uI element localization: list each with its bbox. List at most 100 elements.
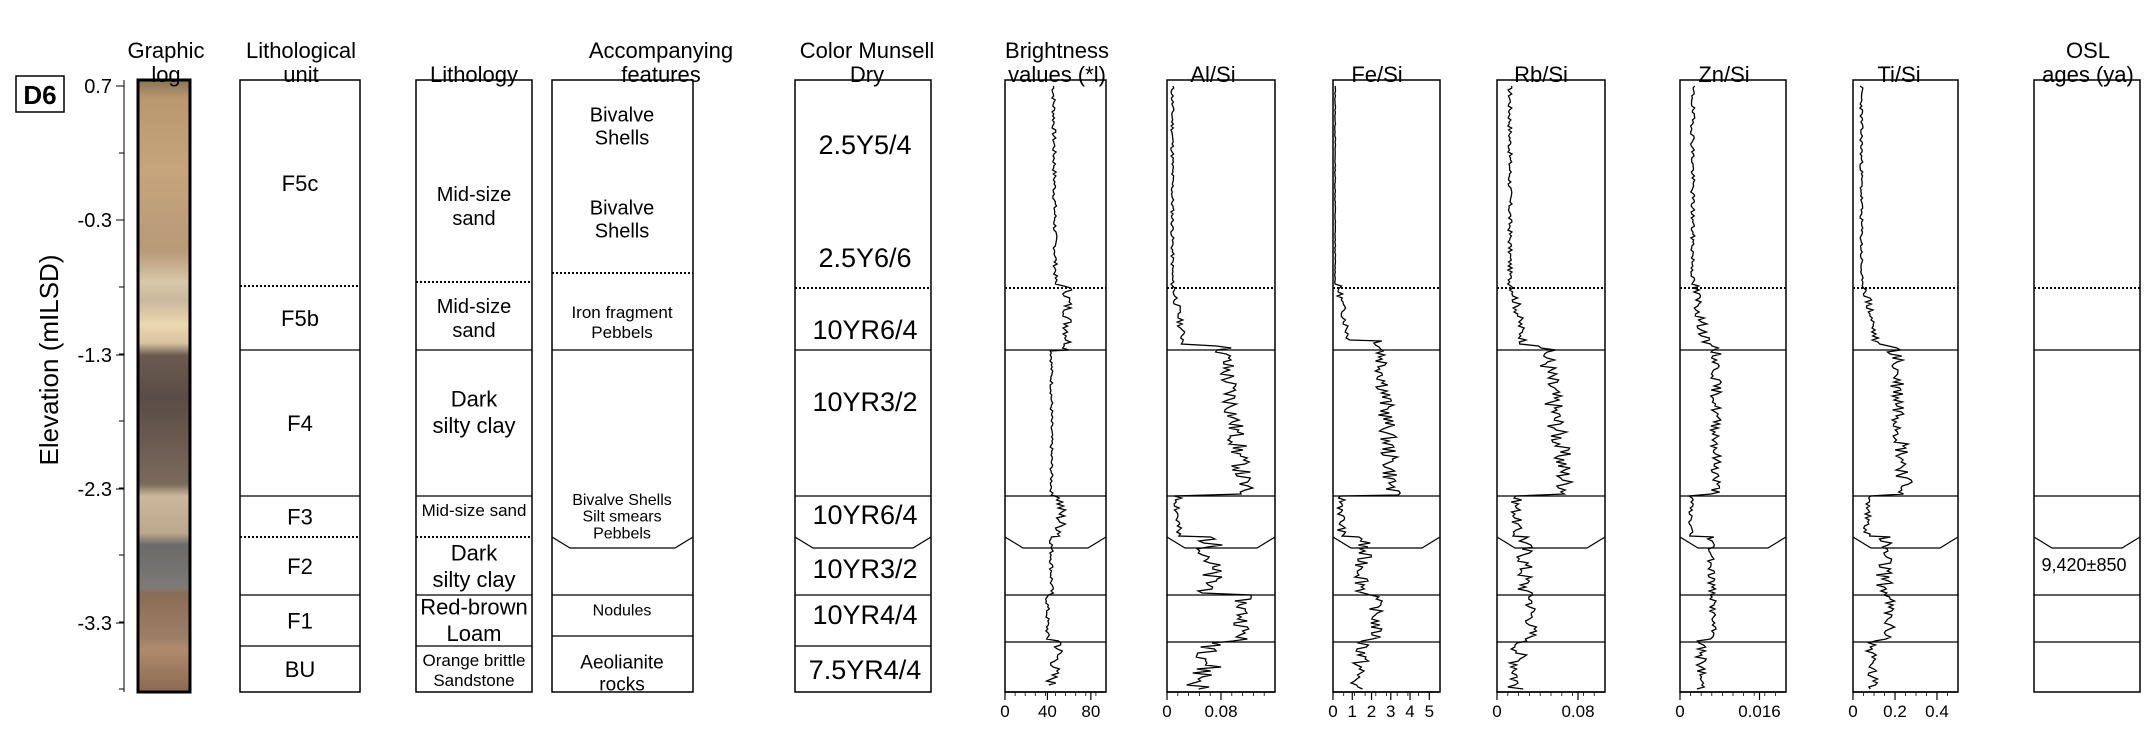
lithology-text: sand xyxy=(452,208,495,230)
munsell-code: 2.5Y6/6 xyxy=(818,243,911,273)
feature-text: Iron fragment xyxy=(571,303,672,322)
x-axis-tick-label: 4 xyxy=(1405,702,1414,721)
feature-text: Pebbels xyxy=(593,525,651,542)
curve-zn xyxy=(1687,85,1724,690)
munsell-code: 10YR6/4 xyxy=(812,500,917,530)
munsell-code: 10YR6/4 xyxy=(812,315,917,345)
unit-label: F4 xyxy=(287,411,313,436)
transition-notch xyxy=(2033,536,2141,549)
feature-text: Aeolianite xyxy=(580,653,663,674)
lithology-text: Mid-size sand xyxy=(422,501,527,520)
x-axis-tick-label: 0.08 xyxy=(1204,702,1237,721)
core-label: D6 xyxy=(23,80,56,110)
column-box-mun xyxy=(794,79,932,693)
unit-label: F2 xyxy=(287,554,313,579)
column-header-brightness: values (*l) xyxy=(1008,62,1106,87)
column-header-brightness: Brightness xyxy=(1005,38,1109,63)
feature-text: Bivalve xyxy=(590,105,654,127)
column-header-ti-si: Ti/Si xyxy=(1877,62,1920,87)
transition-notch xyxy=(1852,536,1959,549)
transition-notch xyxy=(1496,536,1606,549)
feature-text: rocks xyxy=(599,675,644,696)
munsell-code: 7.5YR4/4 xyxy=(809,655,922,685)
feature-text: Bivalve xyxy=(590,198,654,220)
feature-text: Bivalve Shells xyxy=(572,492,672,509)
elevation-tick-label: -3.3 xyxy=(78,613,112,635)
lithology-text: Red-brown xyxy=(420,595,528,620)
x-axis-tick-label: 0.4 xyxy=(1925,702,1949,721)
column-header-osl: ages (ya) xyxy=(2042,62,2134,87)
lithology-text: Orange brittle xyxy=(423,651,526,670)
lithology-text: Loam xyxy=(446,621,501,646)
lithology-text: Dark xyxy=(451,541,498,566)
column-box-al xyxy=(1166,79,1276,693)
x-axis-tick-label: 1 xyxy=(1348,702,1357,721)
elevation-tick-label: -0.3 xyxy=(78,210,112,232)
x-axis-tick-label: 0.08 xyxy=(1561,702,1594,721)
transition-notch xyxy=(1166,536,1276,549)
x-axis-tick-label: 0 xyxy=(1162,702,1171,721)
lithology-text: silty clay xyxy=(432,413,515,438)
column-header-features: features xyxy=(621,62,701,87)
unit-label: F3 xyxy=(287,505,313,530)
lithology-text: sand xyxy=(452,320,495,342)
x-axis-tick-label: 3 xyxy=(1386,702,1395,721)
elevation-axis-label: Elevation (mILSD) xyxy=(34,255,64,466)
lithology-text: silty clay xyxy=(432,567,515,592)
feature-text: Nodules xyxy=(593,603,652,620)
transition-notch xyxy=(1004,536,1107,549)
column-box-fe xyxy=(1332,79,1441,693)
x-axis-tick-label: 0 xyxy=(1328,702,1337,721)
column-box-lith xyxy=(415,79,533,693)
lithology-text: Mid-size xyxy=(437,296,511,318)
column-header-features: Accompanying xyxy=(589,38,733,63)
core-photo xyxy=(136,78,192,694)
lithology-text: Dark xyxy=(451,387,498,412)
munsell-code: 10YR4/4 xyxy=(812,600,917,630)
munsell-code: 10YR3/2 xyxy=(812,387,917,417)
column-header-graphic-log: Graphic xyxy=(127,38,204,63)
x-axis-tick-label: 0 xyxy=(1675,702,1684,721)
x-axis-tick-label: 0 xyxy=(1492,702,1501,721)
transition-notch xyxy=(794,536,932,549)
feature-text: Shells xyxy=(595,221,649,243)
unit-label: BU xyxy=(285,657,316,682)
column-box-ti xyxy=(1852,79,1959,693)
column-header-osl: OSL xyxy=(2066,38,2110,63)
column-header-lith-unit: unit xyxy=(283,62,318,87)
elevation-tick-label: 0.7 xyxy=(84,76,112,98)
x-axis-tick-label: 0 xyxy=(1000,702,1009,721)
column-header-rb-si: Rb/Si xyxy=(1514,62,1568,87)
lithology-text: Mid-size xyxy=(437,184,511,206)
x-axis-tick-label: 0 xyxy=(1848,702,1857,721)
x-axis-tick-label: 0.2 xyxy=(1883,702,1907,721)
column-box-osl xyxy=(2033,79,2141,693)
column-box-feat xyxy=(551,79,694,693)
column-header-lith-unit: Lithological xyxy=(246,38,356,63)
column-header-zn-si: Zn/Si xyxy=(1698,62,1749,87)
column-header-al-si: Al/Si xyxy=(1190,62,1235,87)
munsell-code: 2.5Y5/4 xyxy=(818,130,911,160)
transition-notch xyxy=(551,536,694,549)
transition-notch xyxy=(1332,536,1441,549)
curve-ti xyxy=(1858,85,1913,690)
curve-al xyxy=(1169,85,1255,690)
x-axis-tick-label: 40 xyxy=(1038,702,1057,721)
column-header-lithology: Lithology xyxy=(430,62,518,87)
column-header-munsell: Dry xyxy=(850,62,884,87)
unit-label: F1 xyxy=(287,609,313,634)
unit-label: F5b xyxy=(281,306,319,331)
x-axis-tick-label: 0.016 xyxy=(1738,702,1781,721)
elevation-tick-label: -2.3 xyxy=(78,479,112,501)
feature-text: Shells xyxy=(595,128,649,150)
column-header-munsell: Color Munsell xyxy=(800,38,935,63)
column-header-fe-si: Fe/Si xyxy=(1351,62,1402,87)
feature-text: Pebbels xyxy=(591,323,652,342)
column-box-zn xyxy=(1679,79,1787,693)
osl-age: 9,420±850 xyxy=(2042,555,2127,575)
x-axis-tick-label: 5 xyxy=(1425,702,1434,721)
core-label-box xyxy=(15,75,65,113)
feature-text: Silt smears xyxy=(582,509,661,526)
